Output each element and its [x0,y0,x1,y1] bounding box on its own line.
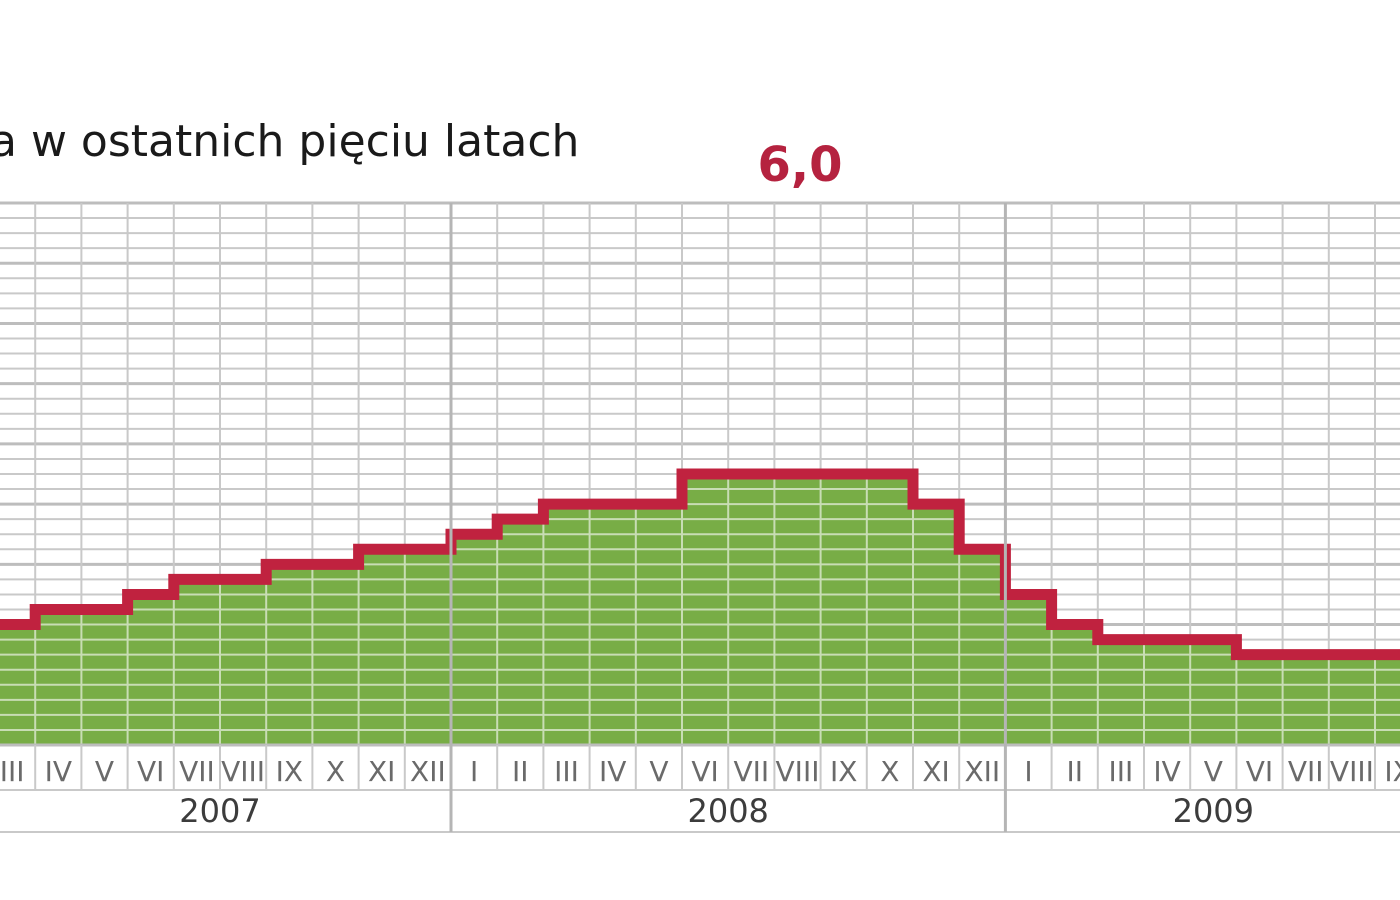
x-tick-label: III [1109,755,1134,788]
x-tick-label: I [470,755,478,788]
x-tick-label: VII [1288,755,1324,788]
x-tick-label: III [0,755,24,788]
x-tick-label: IV [1153,755,1180,788]
x-tick-label: XI [368,755,395,788]
x-tick-label: VII [733,755,769,788]
chart-title: a w ostatnich pięciu latach [0,116,580,167]
x-tick-label: I [1024,755,1032,788]
year-label: 2009 [1173,792,1254,830]
x-tick-label: VIII [776,755,820,788]
year-label: 2007 [179,792,260,830]
x-tick-label: II [1066,755,1083,788]
x-tick-label: VI [137,755,164,788]
series-line [0,468,1400,661]
x-tick-label: VIII [221,755,265,788]
year-label: 2008 [687,792,768,830]
x-tick-label: III [554,755,579,788]
line-layer [0,468,1400,661]
x-tick-label: VIII [1330,755,1374,788]
peak-annotation: 6,0 [757,137,842,193]
axis-layer [0,203,1400,833]
x-tick-label: V [649,755,668,788]
x-tick-label: VI [1246,755,1273,788]
x-tick-label: VI [691,755,718,788]
x-tick-label: V [1204,755,1223,788]
x-tick-label: IX [276,755,303,788]
x-tick-label: V [95,755,114,788]
x-tick-label: X [880,755,899,788]
x-tick-label: XII [964,755,1000,788]
x-tick-label: VII [179,755,215,788]
x-tick-label: IV [599,755,626,788]
label-layer: III IV V VI VII VIII IX X XI XII I II III IV V VI VII VII… [0,137,1400,830]
x-tick-label: IX [830,755,857,788]
x-tick-label: XII [410,755,446,788]
x-tick-label: XI [922,755,949,788]
x-tick-label: IV [45,755,72,788]
x-tick-label: II [512,755,529,788]
x-tick-label: X [326,755,345,788]
x-tick-label: IX [1384,755,1400,788]
